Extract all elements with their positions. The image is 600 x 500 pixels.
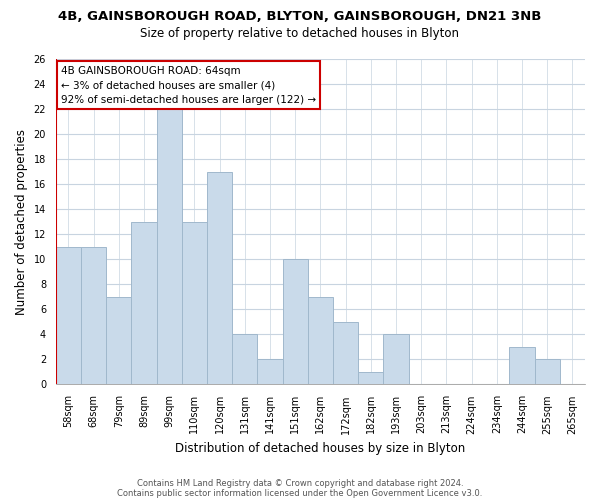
Bar <box>283 260 308 384</box>
Text: Size of property relative to detached houses in Blyton: Size of property relative to detached ho… <box>140 28 460 40</box>
Bar <box>106 297 131 384</box>
Bar <box>333 322 358 384</box>
Text: Contains HM Land Registry data © Crown copyright and database right 2024.: Contains HM Land Registry data © Crown c… <box>137 478 463 488</box>
X-axis label: Distribution of detached houses by size in Blyton: Distribution of detached houses by size … <box>175 442 466 455</box>
Bar <box>257 360 283 384</box>
Bar <box>358 372 383 384</box>
Bar <box>81 247 106 384</box>
Bar <box>157 109 182 384</box>
Text: 4B GAINSBOROUGH ROAD: 64sqm
← 3% of detached houses are smaller (4)
92% of semi-: 4B GAINSBOROUGH ROAD: 64sqm ← 3% of deta… <box>61 66 316 105</box>
Bar <box>56 247 81 384</box>
Bar <box>207 172 232 384</box>
Text: Contains public sector information licensed under the Open Government Licence v3: Contains public sector information licen… <box>118 488 482 498</box>
Bar <box>383 334 409 384</box>
Bar <box>509 347 535 385</box>
Y-axis label: Number of detached properties: Number of detached properties <box>15 128 28 314</box>
Bar <box>131 222 157 384</box>
Bar <box>232 334 257 384</box>
Bar <box>182 222 207 384</box>
Bar <box>308 297 333 384</box>
Bar <box>535 360 560 384</box>
Text: 4B, GAINSBOROUGH ROAD, BLYTON, GAINSBOROUGH, DN21 3NB: 4B, GAINSBOROUGH ROAD, BLYTON, GAINSBORO… <box>58 10 542 23</box>
